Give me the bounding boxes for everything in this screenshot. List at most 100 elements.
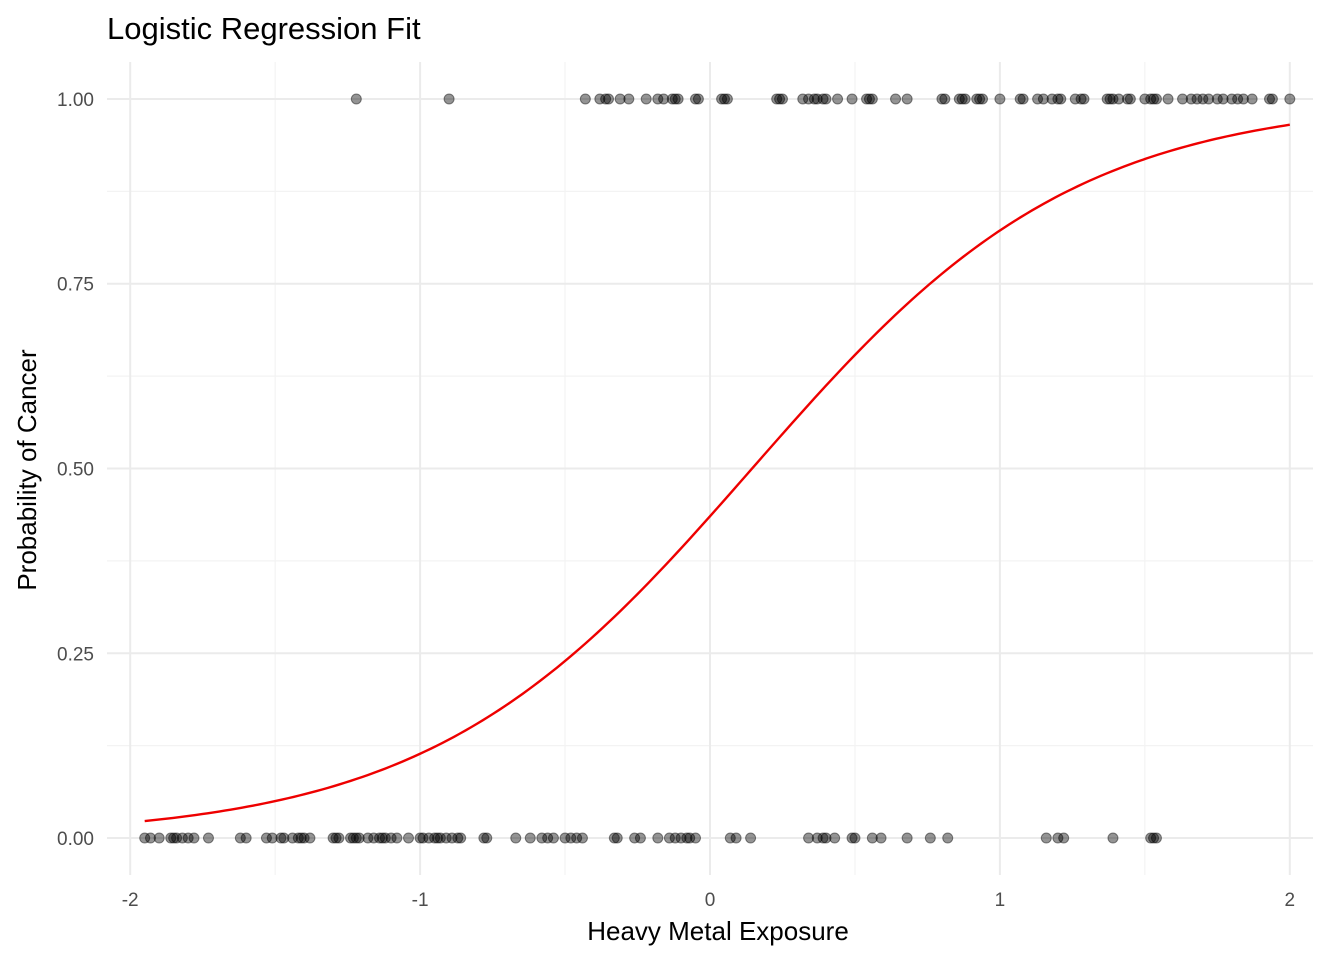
data-point-y1 xyxy=(1197,93,1209,105)
data-point-y0 xyxy=(1145,832,1157,844)
data-point-y0 xyxy=(234,832,246,844)
data-point-y1 xyxy=(956,93,968,105)
data-point-y0 xyxy=(429,832,441,844)
data-point-y0 xyxy=(565,832,577,844)
data-point-y0 xyxy=(165,832,177,844)
data-point-y0 xyxy=(924,832,936,844)
data-point-y0 xyxy=(942,832,954,844)
data-point-y0 xyxy=(1052,832,1064,844)
data-point-y1 xyxy=(890,93,902,105)
data-point-y1 xyxy=(803,93,815,105)
data-point-y1 xyxy=(1101,93,1113,105)
data-point-y1 xyxy=(1203,93,1215,105)
data-point-y0 xyxy=(440,832,452,844)
data-point-y0 xyxy=(287,832,299,844)
data-point-y0 xyxy=(1150,832,1162,844)
data-point-y0 xyxy=(652,832,664,844)
data-point-y1 xyxy=(1264,93,1276,105)
data-point-y1 xyxy=(669,93,681,105)
data-point-y1 xyxy=(977,93,989,105)
data-point-y0 xyxy=(434,832,446,844)
data-point-y1 xyxy=(623,93,635,105)
data-point-y1 xyxy=(820,93,832,105)
data-point-y1 xyxy=(936,93,948,105)
data-point-y1 xyxy=(652,93,664,105)
data-point-y0 xyxy=(846,832,858,844)
data-point-y0 xyxy=(202,832,214,844)
data-point-y1 xyxy=(692,93,704,105)
data-point-y0 xyxy=(849,832,861,844)
data-point-y0 xyxy=(452,832,464,844)
y-axis-title: Probability of Cancer xyxy=(12,349,42,591)
data-point-y1 xyxy=(817,93,829,105)
data-point-y1 xyxy=(1046,93,1058,105)
data-point-y1 xyxy=(1107,93,1119,105)
data-point-y0 xyxy=(634,832,646,844)
data-point-y1 xyxy=(1148,93,1160,105)
y-tick-label: 0.50 xyxy=(57,460,94,481)
data-point-y1 xyxy=(1232,93,1244,105)
data-point-y1 xyxy=(939,93,951,105)
data-point-y0 xyxy=(144,832,156,844)
data-point-y0 xyxy=(266,832,278,844)
data-point-y0 xyxy=(829,832,841,844)
data-point-y0 xyxy=(1058,832,1070,844)
data-point-y1 xyxy=(774,93,786,105)
chart-title: Logistic Regression Fit xyxy=(107,11,421,46)
data-point-y0 xyxy=(571,832,583,844)
data-point-y0 xyxy=(275,832,287,844)
data-point-y1 xyxy=(350,93,362,105)
data-point-y1 xyxy=(721,93,733,105)
x-tick-label: 0 xyxy=(705,890,716,911)
data-point-y0 xyxy=(417,832,429,844)
data-point-y0 xyxy=(817,832,829,844)
data-point-y0 xyxy=(423,832,435,844)
data-point-y0 xyxy=(171,832,183,844)
data-point-y1 xyxy=(718,93,730,105)
data-point-y0 xyxy=(374,832,386,844)
data-point-y1 xyxy=(797,93,809,105)
data-point-y1 xyxy=(1226,93,1238,105)
data-point-y1 xyxy=(1104,93,1116,105)
data-point-y0 xyxy=(168,832,180,844)
data-point-y0 xyxy=(368,832,380,844)
data-point-y1 xyxy=(1185,93,1197,105)
data-point-y1 xyxy=(863,93,875,105)
data-point-y1 xyxy=(1162,93,1174,105)
data-point-y1 xyxy=(658,93,670,105)
data-point-y0 xyxy=(298,832,310,844)
data-point-y1 xyxy=(994,93,1006,105)
data-point-y0 xyxy=(350,832,362,844)
data-point-y0 xyxy=(330,832,342,844)
x-axis-ticks: -2 -1 0 1 2 xyxy=(122,890,1295,911)
data-point-y0 xyxy=(153,832,165,844)
data-point-y0 xyxy=(875,832,887,844)
data-point-y0 xyxy=(524,832,536,844)
data-point-y1 xyxy=(811,93,823,105)
data-point-y0 xyxy=(866,832,878,844)
data-point-y1 xyxy=(866,93,878,105)
data-point-y1 xyxy=(1037,93,1049,105)
data-point-y0 xyxy=(292,832,304,844)
data-point-y0 xyxy=(690,832,702,844)
data-point-y1 xyxy=(901,93,913,105)
data-point-y1 xyxy=(1191,93,1203,105)
data-point-y0 xyxy=(414,832,426,844)
data-point-y1 xyxy=(861,93,873,105)
data-point-y0 xyxy=(1148,832,1160,844)
data-point-y1 xyxy=(1139,93,1151,105)
data-point-y0 xyxy=(182,832,194,844)
data-point-y0 xyxy=(663,832,675,844)
data-point-y0 xyxy=(745,832,757,844)
data-point-y1 xyxy=(1211,93,1223,105)
data-point-y1 xyxy=(1266,93,1278,105)
y-axis-ticks: 0.00 0.25 0.50 0.75 1.00 xyxy=(57,90,94,850)
points-layer xyxy=(139,93,1296,844)
data-point-y0 xyxy=(608,832,620,844)
x-tick-label: 1 xyxy=(995,890,1006,911)
data-point-y1 xyxy=(443,93,455,105)
data-point-y1 xyxy=(672,93,684,105)
data-point-y1 xyxy=(959,93,971,105)
data-point-y1 xyxy=(846,93,858,105)
data-point-y1 xyxy=(690,93,702,105)
